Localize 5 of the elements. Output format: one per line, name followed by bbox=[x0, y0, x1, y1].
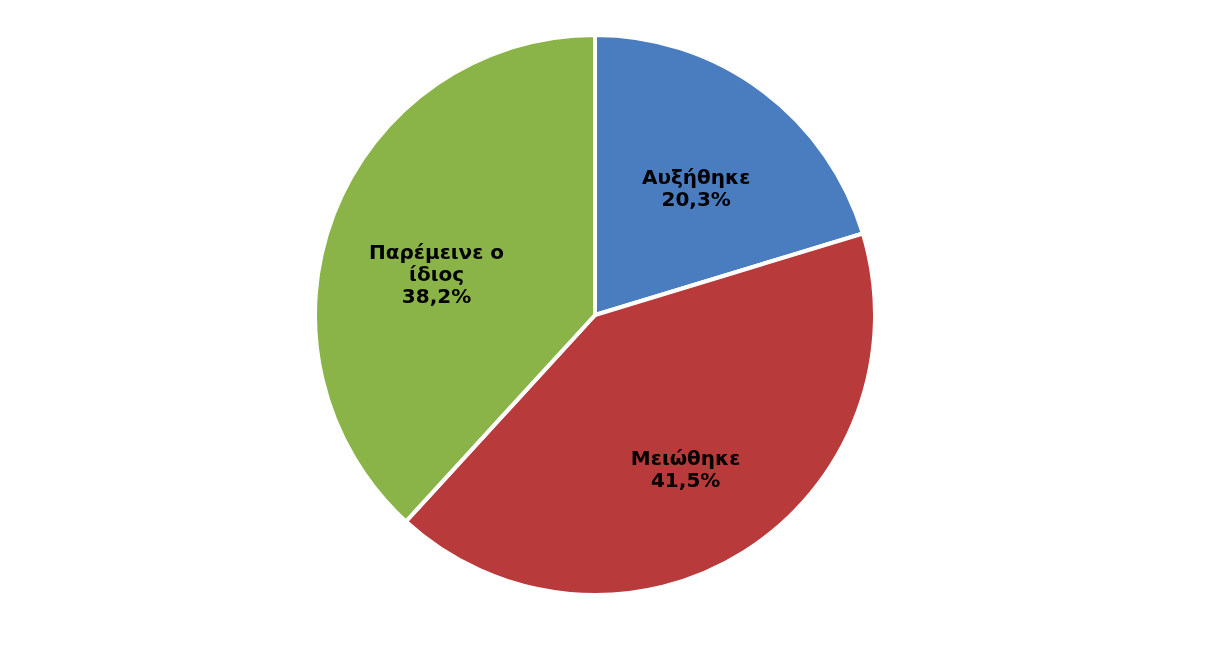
slice-label: Παρέμεινε ο ίδιος bbox=[369, 240, 505, 287]
data-label: 38,2% bbox=[401, 284, 472, 309]
slice-label: Μειώθηκε bbox=[630, 445, 741, 470]
data-label: 20,3% bbox=[661, 187, 731, 212]
slice-label: Αυξήθηκε bbox=[642, 165, 751, 190]
